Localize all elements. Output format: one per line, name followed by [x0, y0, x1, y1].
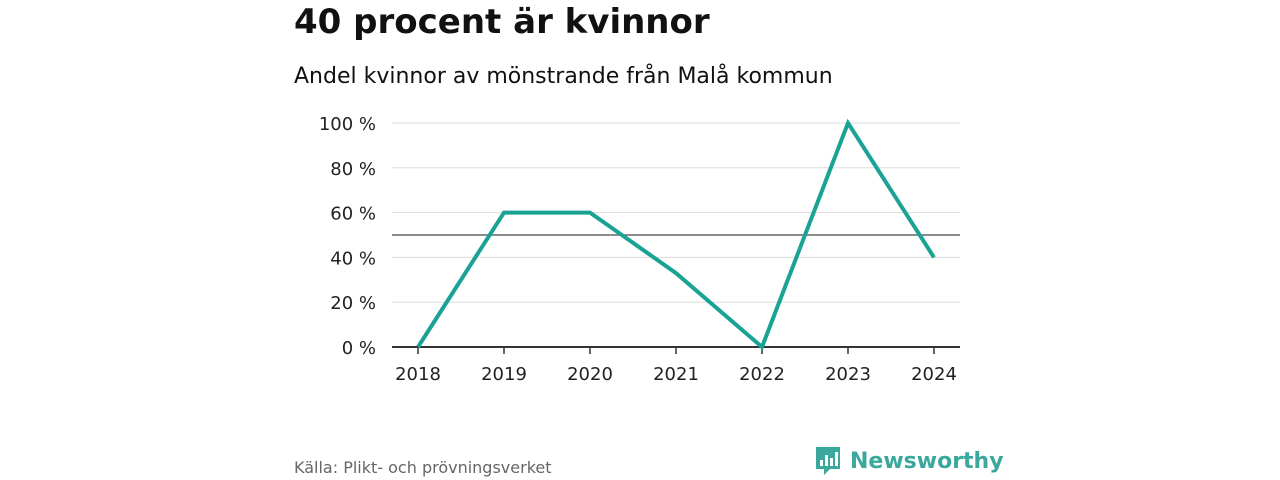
- y-tick-label: 100 %: [319, 114, 376, 135]
- x-tick-label: 2021: [653, 364, 699, 385]
- y-tick-label: 20 %: [330, 293, 376, 314]
- source-note: Källa: Plikt- och prövningsverket: [294, 458, 552, 477]
- y-tick-label: 80 %: [330, 159, 376, 180]
- chart-title: 40 procent är kvinnor: [294, 2, 710, 42]
- x-tick-label: 2019: [481, 364, 527, 385]
- series-layer: [416, 118, 936, 351]
- chart-subtitle: Andel kvinnor av mönstrande från Malå ko…: [294, 64, 833, 89]
- x-tick-label: 2022: [739, 364, 785, 385]
- x-tick-label: 2024: [911, 364, 957, 385]
- y-tick-label: 60 %: [330, 204, 376, 225]
- bar-chart-logo-icon: [816, 447, 840, 475]
- x-tick-label: 2023: [825, 364, 871, 385]
- grid-layer: [392, 122, 960, 303]
- y-tick-label: 40 %: [330, 248, 376, 269]
- x-tick-label: 2018: [395, 364, 441, 385]
- x-tick-label: 2020: [567, 364, 613, 385]
- brand-name: Newsworthy: [850, 448, 1004, 474]
- axis-layer: [392, 346, 960, 354]
- brand-logo: Newsworthy: [814, 445, 1004, 477]
- y-tick-label: 0 %: [342, 338, 376, 359]
- tick-label-layer: 0 % 20 % 40 % 60 % 80 % 100 % 2018 2019 2020 2021…: [319, 114, 957, 385]
